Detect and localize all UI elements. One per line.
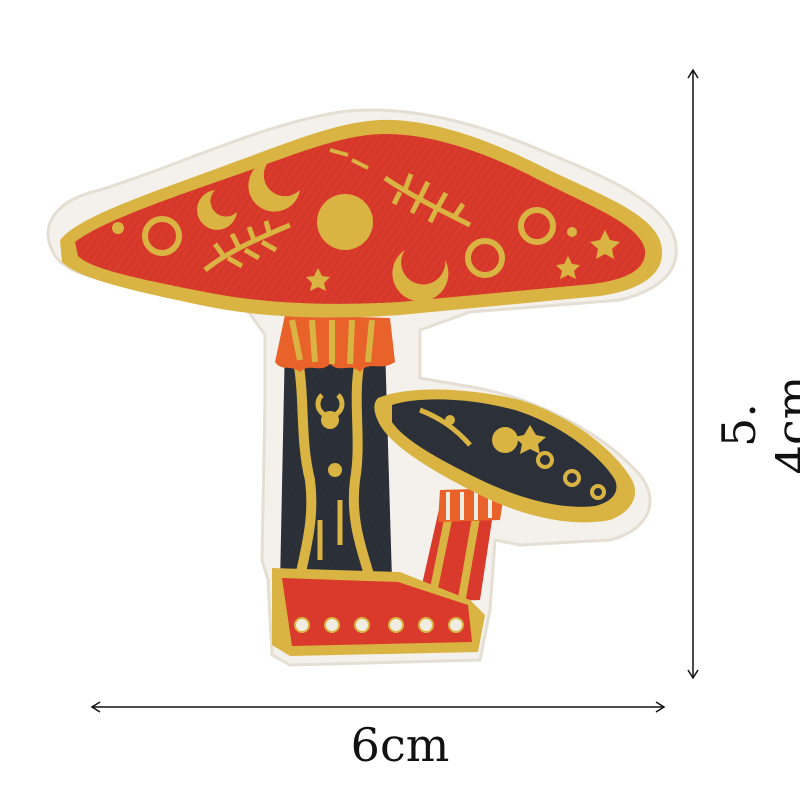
width-label: 6cm bbox=[350, 718, 450, 772]
width-dimension-arrow bbox=[90, 701, 666, 713]
dot-ring-motif bbox=[142, 216, 182, 256]
full-moon-motif bbox=[317, 194, 373, 250]
crescent-moon-motif bbox=[248, 160, 300, 212]
height-dimension-arrow bbox=[687, 68, 699, 680]
pearl-bead-row bbox=[294, 617, 464, 633]
main-stem bbox=[280, 340, 392, 585]
star-motif bbox=[590, 230, 620, 259]
height-label: 5. 4cm bbox=[712, 375, 800, 475]
main-cap bbox=[60, 119, 663, 318]
mushroom-base bbox=[272, 568, 485, 656]
leaf-sprig-motif bbox=[203, 220, 291, 272]
small-cap bbox=[374, 389, 636, 523]
main-stem-ruffle bbox=[275, 315, 395, 372]
